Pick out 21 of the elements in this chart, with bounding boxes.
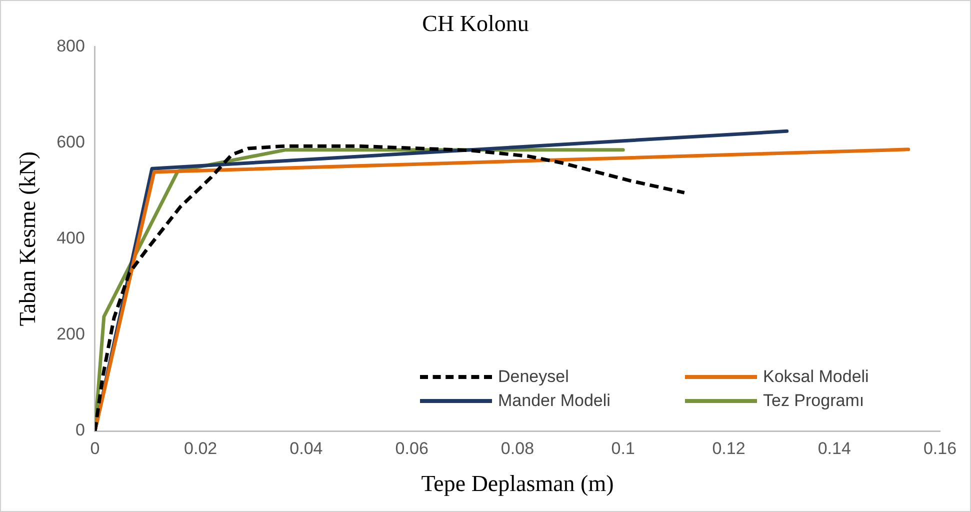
chart-title: CH Kolonu [422, 10, 530, 36]
x-tick-label: 0.04 [290, 438, 323, 458]
y-tick-label: 200 [56, 324, 85, 344]
y-tick-label: 600 [56, 132, 85, 152]
x-tick-label: 0.08 [500, 438, 534, 458]
y-axis-title: Taban Kesme (kN) [14, 151, 40, 326]
x-tick-label: 0.12 [712, 438, 746, 458]
legend-label: Deneysel [498, 367, 569, 387]
x-tick-label: 0.14 [818, 438, 851, 458]
x-tick-label: 0.02 [184, 438, 218, 458]
x-tick-label: 0.1 [611, 438, 635, 458]
legend-label: Koksal Modeli [763, 367, 869, 387]
legend-label: Tez Programı [763, 391, 864, 411]
y-tick-label: 0 [75, 420, 85, 440]
x-tick-label: 0 [90, 438, 100, 458]
y-tick-label: 800 [56, 36, 85, 56]
y-tick-label: 400 [56, 228, 85, 248]
x-tick-label: 0.06 [395, 438, 428, 458]
x-tick-label: 0.16 [923, 438, 957, 458]
x-axis-title: Tepe Deplasman (m) [421, 471, 614, 496]
legend-label: Mander Modeli [498, 391, 610, 411]
